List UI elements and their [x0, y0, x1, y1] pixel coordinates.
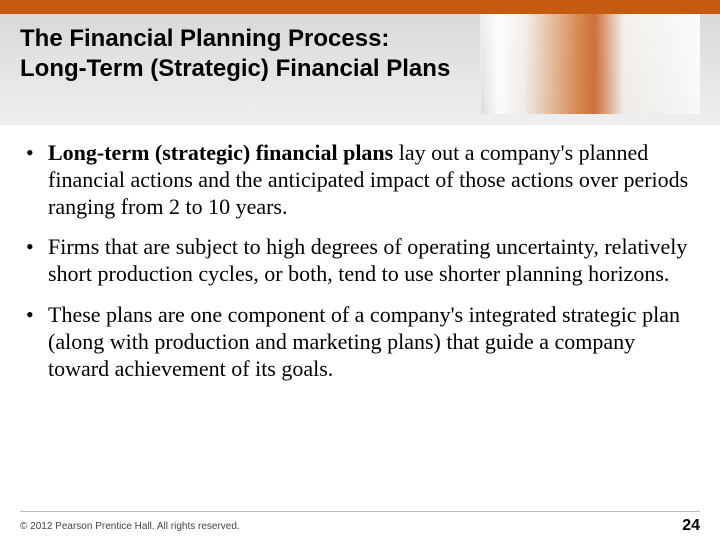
bullet-text: Firms that are subject to high degrees o…: [48, 234, 687, 286]
bullet-list: Long-term (strategic) financial plans la…: [24, 140, 696, 383]
slide-footer: © 2012 Pearson Prentice Hall. All rights…: [0, 512, 720, 540]
title-line-1: The Financial Planning Process:: [20, 25, 389, 52]
decorative-photo: [480, 14, 700, 114]
title-line-2: Long-Term (Strategic) Financial Plans: [20, 55, 450, 82]
slide-title: The Financial Planning Process: Long-Ter…: [20, 24, 500, 84]
accent-bar: [0, 0, 720, 14]
slide-header: The Financial Planning Process: Long-Ter…: [0, 0, 720, 125]
page-number: 24: [682, 517, 700, 535]
copyright-text: © 2012 Pearson Prentice Hall. All rights…: [20, 521, 240, 532]
list-item: These plans are one component of a compa…: [24, 302, 696, 382]
list-item: Firms that are subject to high degrees o…: [24, 234, 696, 288]
bullet-text: These plans are one component of a compa…: [48, 302, 680, 381]
slide-body: Long-term (strategic) financial plans la…: [24, 140, 696, 397]
list-item: Long-term (strategic) financial plans la…: [24, 140, 696, 220]
bullet-lead: Long-term (strategic) financial plans: [48, 140, 393, 165]
